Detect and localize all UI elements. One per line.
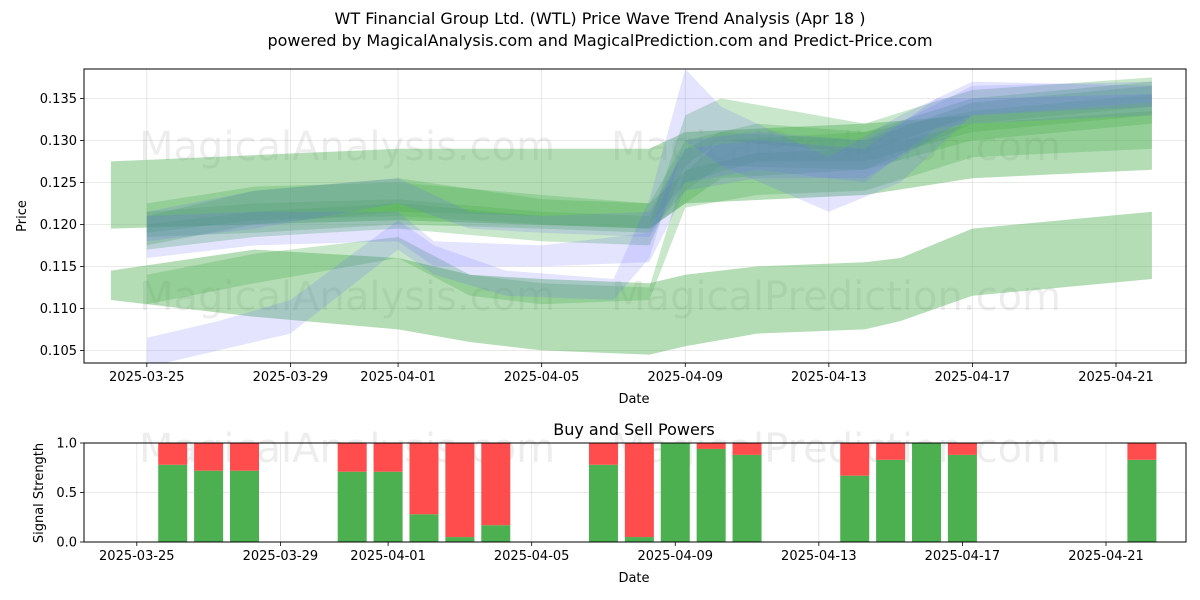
buy-bar	[481, 525, 511, 542]
sell-bar	[409, 443, 439, 515]
sell-bar	[876, 443, 906, 460]
figure-title: WT Financial Group Ltd. (WTL) Price Wave…	[334, 9, 866, 28]
price-y-tick-label: 0.105	[40, 344, 77, 359]
price-grid	[84, 69, 1186, 363]
buy-bar	[624, 537, 654, 542]
green-wave-band	[146, 111, 1152, 305]
sell-bar	[158, 443, 188, 465]
price-y-tick-label: 0.115	[40, 260, 77, 275]
price-x-axis: 2025-03-25 2025-03-29 2025-04-01 2025-04-05…	[109, 363, 1154, 385]
price-x-tick-label: 2025-03-29	[253, 370, 329, 385]
green-wave-band	[146, 77, 1152, 250]
buy-bar	[840, 475, 870, 542]
signal-y-axis: 0.0 0.5 1.0	[56, 437, 84, 551]
signal-x-tick-label: 2025-04-01	[350, 549, 426, 564]
watermark-analysis-top: MagicalAnalysis.com	[139, 124, 555, 170]
signal-x-tick-label: 2025-04-21	[1068, 549, 1144, 564]
signal-x-tick-label: 2025-04-05	[494, 549, 570, 564]
price-x-tick-label: 2025-04-05	[504, 370, 580, 385]
buy-bar	[947, 454, 977, 542]
buy-bar	[732, 454, 762, 542]
price-x-axis-label: Date	[618, 392, 649, 407]
price-x-tick-label: 2025-04-01	[360, 370, 436, 385]
sell-bar	[481, 443, 511, 526]
watermark-prediction-mid: MagicalPrediction.com	[611, 274, 1061, 320]
price-x-tick-label: 2025-04-09	[647, 370, 723, 385]
buy-bar	[409, 514, 439, 542]
figure-subtitle: powered by MagicalAnalysis.com and Magic…	[267, 31, 933, 50]
buy-bar	[660, 443, 690, 542]
price-x-tick-label: 2025-03-25	[109, 370, 185, 385]
buy-bar	[230, 470, 260, 542]
green-wave-band	[110, 211, 1152, 355]
signal-x-tick-label: 2025-04-13	[781, 549, 857, 564]
price-y-tick-label: 0.130	[40, 134, 77, 149]
buy-bar	[696, 448, 726, 542]
sell-bar	[624, 443, 654, 538]
price-y-tick-label: 0.125	[40, 176, 77, 191]
signal-x-tick-label: 2025-04-09	[637, 549, 713, 564]
price-y-axis-label: Price	[15, 200, 30, 232]
blue-wave-band	[146, 94, 1152, 242]
blue-wave-band	[146, 69, 1152, 363]
sell-bar	[337, 443, 367, 472]
sell-bar	[1127, 443, 1157, 460]
buy-bar	[876, 459, 906, 542]
buy-bar	[445, 537, 475, 542]
price-y-tick-label: 0.110	[40, 302, 77, 317]
price-plot-frame	[83, 68, 1187, 364]
buy-bar	[1127, 459, 1157, 542]
buy-bar	[337, 471, 367, 542]
watermark-analysis-mid: MagicalAnalysis.com	[139, 274, 555, 320]
green-wave-band	[110, 102, 1152, 229]
sell-bar	[445, 443, 475, 538]
sell-bar	[373, 443, 403, 472]
price-watermarks: MagicalAnalysis.com MagicalPrediction.co…	[139, 124, 1061, 320]
sell-bar	[230, 443, 260, 471]
buy-bar	[912, 443, 942, 542]
signal-y-tick-label: 1.0	[56, 437, 77, 452]
signal-y-axis-label: Signal Strength	[32, 443, 47, 543]
signal-chart-title: Buy and Sell Powers	[553, 420, 715, 439]
watermark-prediction-top: MagicalPrediction.com	[611, 124, 1061, 170]
signal-x-tick-label: 2025-03-25	[99, 549, 175, 564]
price-y-tick-label: 0.120	[40, 218, 77, 233]
buy-bar	[158, 464, 188, 542]
sell-bar	[194, 443, 224, 471]
price-y-axis: 0.105 0.110 0.115 0.120 0.125 0.130 0.135	[40, 92, 84, 359]
signal-bars	[158, 443, 1157, 542]
sell-bar	[840, 443, 870, 476]
price-x-tick-label: 2025-04-13	[791, 370, 867, 385]
buy-bar	[194, 470, 224, 542]
price-wave-bands	[110, 69, 1152, 363]
signal-x-tick-label: 2025-04-17	[925, 549, 1001, 564]
signal-x-axis-label: Date	[618, 571, 649, 586]
price-x-tick-label: 2025-04-21	[1078, 370, 1154, 385]
sell-bar	[588, 443, 618, 465]
green-wave-band	[146, 85, 1152, 237]
signal-y-tick-label: 0.5	[56, 486, 77, 501]
price-y-tick-label: 0.135	[40, 92, 77, 107]
sell-bar	[732, 443, 762, 455]
buy-bar	[588, 464, 618, 542]
signal-x-tick-label: 2025-03-29	[243, 549, 319, 564]
sell-bar	[947, 443, 977, 455]
signal-y-tick-label: 0.0	[56, 536, 77, 551]
price-x-tick-label: 2025-04-17	[935, 370, 1011, 385]
green-wave-band	[146, 94, 1152, 233]
blue-wave-band	[146, 81, 1152, 267]
signal-x-axis: 2025-03-25 2025-03-29 2025-04-01 2025-04-05…	[99, 542, 1144, 564]
buy-bar	[373, 471, 403, 542]
sell-bar	[696, 443, 726, 449]
green-wave-band	[146, 81, 1152, 246]
